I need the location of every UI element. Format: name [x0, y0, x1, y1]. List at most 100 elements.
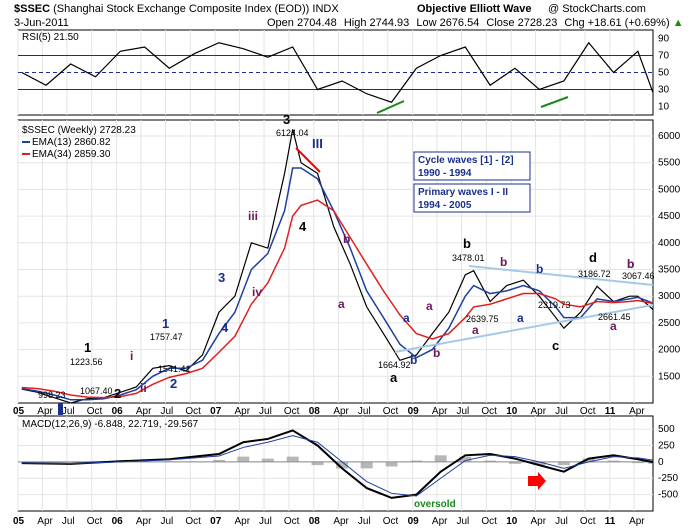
svg-text:b: b	[500, 255, 507, 269]
rsi-tick-50: 50	[658, 68, 670, 79]
svg-text:b: b	[343, 232, 350, 246]
x-tick-7: Oct	[185, 516, 201, 527]
x-tick-11: Oct	[284, 406, 300, 417]
x-tick-12: 08	[309, 516, 321, 527]
price-tick-3500: 3500	[658, 265, 681, 276]
quote-date: 3-Jun-2011	[14, 17, 69, 29]
price-tick-2500: 2500	[658, 318, 681, 329]
x-tick-16: 09	[408, 406, 420, 417]
svg-text:ii: ii	[140, 381, 147, 395]
x-tick-6: Jul	[160, 516, 173, 527]
svg-text:1994 - 2005: 1994 - 2005	[418, 200, 472, 211]
info-box-cycle: Cycle waves [1] - [2] 1990 - 1994	[413, 151, 531, 181]
svg-text:6124.04: 6124.04	[276, 128, 309, 138]
macd-histogram-bar	[336, 461, 349, 469]
red-arrow	[528, 472, 546, 490]
price-title: $SSEC (Weekly) 2728.23	[22, 125, 136, 136]
index-name: (Shanghai Stock Exchange Composite Index…	[53, 3, 309, 15]
svg-text:2639.75: 2639.75	[466, 314, 499, 324]
macd-histogram-bar	[582, 458, 595, 462]
price-tick-4500: 4500	[658, 211, 681, 222]
svg-text:d: d	[589, 250, 597, 265]
x-tick-0: 05	[13, 516, 25, 527]
svg-text:1757.47: 1757.47	[150, 332, 183, 342]
x-tick-19: Oct	[481, 516, 497, 527]
x-tick-13: Apr	[333, 516, 349, 527]
svg-text:b: b	[433, 346, 440, 360]
macd-histogram-bar	[286, 456, 299, 462]
svg-text:2661.45: 2661.45	[598, 312, 631, 322]
svg-text:4: 4	[221, 320, 229, 335]
svg-text:1067.40: 1067.40	[80, 386, 113, 396]
ema34-line	[21, 199, 653, 399]
svg-text:b: b	[627, 257, 634, 271]
price-tick-2000: 2000	[658, 345, 681, 356]
svg-text:3186.72: 3186.72	[578, 269, 611, 279]
rsi-divergence-line-1	[376, 100, 405, 114]
macd-histogram-bar	[237, 456, 250, 462]
svg-text:a: a	[610, 319, 617, 333]
x-tick-12: 08	[309, 406, 321, 417]
x-tick-9: Apr	[234, 406, 250, 417]
quote-line: Open 2704.48 High 2744.93 Low 2676.54 Cl…	[267, 17, 684, 29]
svg-text:a: a	[338, 297, 345, 311]
macd-tick-0: 0	[658, 457, 664, 468]
macd-histogram-bar	[385, 461, 398, 467]
macd-histogram-bar	[459, 456, 472, 462]
svg-text:a: a	[472, 323, 479, 337]
info-box-primary: Primary waves I - II 1994 - 2005	[413, 183, 531, 213]
copyright: @ StockCharts.com	[548, 3, 646, 15]
ema13-legend: EMA(13) 2860.82	[32, 137, 111, 148]
x-tick-15: Oct	[383, 406, 399, 417]
macd-axis: -500 -250 0 250 500	[658, 424, 678, 501]
svg-text:III: III	[312, 136, 323, 151]
x-tick-23: Oct	[580, 516, 596, 527]
price-value-labels: 1223.56 998.23 1067.40 1541.41 1757.47 6…	[38, 128, 655, 400]
x-tick-14: Jul	[358, 516, 371, 527]
macd-histogram-bar	[607, 460, 620, 462]
rsi-divergence-line-2	[540, 96, 569, 108]
ema34-legend: EMA(34) 2859.30	[32, 149, 111, 160]
x-tick-25: Apr	[629, 406, 645, 417]
macd-histogram-bar	[648, 461, 653, 464]
ema13-line	[21, 167, 653, 401]
macd-histogram-bar	[508, 461, 521, 464]
macd-tick--250: -250	[658, 473, 678, 484]
svg-text:2: 2	[114, 386, 121, 401]
x-tick-24: 11	[605, 406, 616, 417]
rsi-tick-10: 10	[658, 102, 670, 113]
macd-tick-250: 250	[658, 440, 675, 451]
price-tick-5500: 5500	[658, 158, 681, 169]
svg-text:3478.01: 3478.01	[452, 253, 485, 263]
chart-header: $SSEC (Shanghai Stock Exchange Composite…	[14, 3, 684, 29]
macd-line	[21, 429, 653, 499]
x-tick-21: Apr	[531, 516, 547, 527]
svg-text:Primary waves I - II: Primary waves I - II	[418, 187, 508, 198]
watermark: Objective Elliott Wave	[417, 3, 532, 15]
macd-histogram-bar	[410, 460, 423, 462]
x-tick-17: Apr	[432, 516, 448, 527]
wave-labels: 1 2 i ii 1 2 iii iv 3 4 3 4 III b a a b …	[84, 112, 634, 401]
svg-text:b: b	[536, 262, 543, 276]
price-series	[21, 129, 653, 403]
x-tick-2: Jul	[62, 406, 75, 417]
macd-title: MACD(12,26,9) -6.848, 22.719, -29.567	[22, 419, 199, 430]
x-tick-23: Oct	[580, 406, 596, 417]
rsi-series	[18, 41, 653, 103]
price-x-axis: 05 Apr Jul Oct 06 Apr Jul Oct 07 Apr Jul Oct 08 Apr Ju…	[13, 406, 645, 417]
svg-text:b: b	[463, 236, 471, 251]
svg-text:3: 3	[218, 270, 225, 285]
x-tick-8: 07	[210, 406, 222, 417]
svg-text:2319.73: 2319.73	[538, 300, 571, 310]
year-marker	[58, 403, 63, 415]
x-tick-13: Apr	[333, 406, 349, 417]
macd-histogram-bar	[311, 461, 324, 466]
x-tick-14: Jul	[358, 406, 371, 417]
x-tick-8: 07	[210, 516, 222, 527]
price-legend: $SSEC (Weekly) 2728.23 EMA(13) 2860.82 E…	[22, 125, 136, 160]
macd-tick-500: 500	[658, 424, 675, 435]
red-trendline	[295, 147, 321, 173]
symbol: $SSEC	[14, 3, 50, 15]
x-tick-10: Jul	[259, 406, 272, 417]
